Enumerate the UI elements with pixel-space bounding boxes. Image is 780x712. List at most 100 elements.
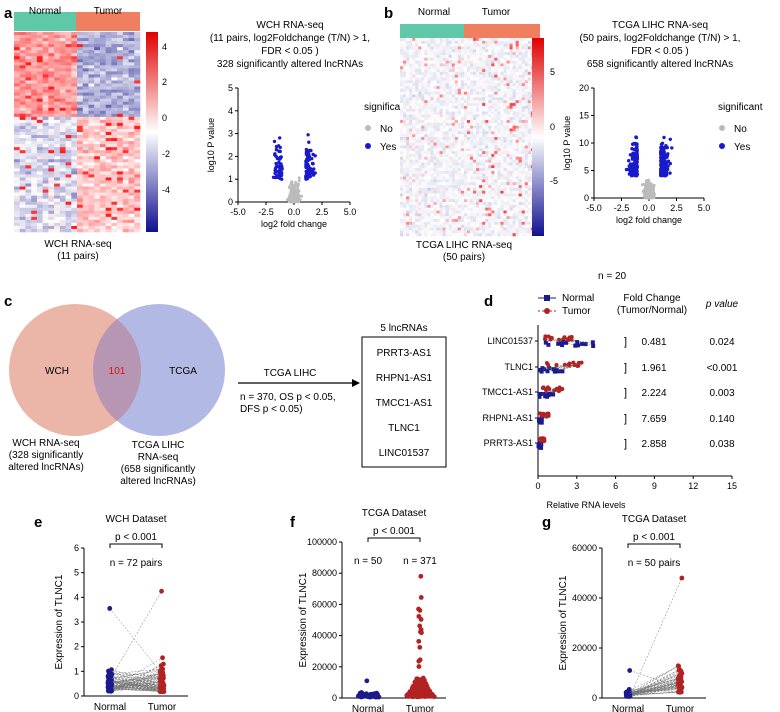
heatmap-cell <box>506 105 510 110</box>
heatmap-cell <box>406 91 410 95</box>
heatmap-cell <box>479 182 483 186</box>
heatmap-cell <box>457 80 462 84</box>
heatmap-cell <box>463 187 468 192</box>
heatmap-cell <box>415 46 419 50</box>
heatmap-cell <box>476 122 480 126</box>
heatmap-cell <box>65 159 72 163</box>
heatmap-cell <box>436 224 440 228</box>
heatmap-cell <box>42 183 49 187</box>
heatmap-cell <box>122 159 129 163</box>
heatmap-cell <box>403 137 407 141</box>
heatmap-cell <box>82 83 89 87</box>
heatmap-cell <box>509 54 513 59</box>
heatmap-cell <box>430 139 434 143</box>
heatmap-cell <box>424 187 428 192</box>
heatmap-cell <box>128 225 135 230</box>
heatmap-cell <box>457 94 462 98</box>
heatmap-cell <box>515 91 519 95</box>
heatmap-cell <box>418 134 422 138</box>
heatmap-cell <box>466 173 471 177</box>
heatmap-cell <box>515 224 519 228</box>
point-significant <box>305 173 309 177</box>
heatmap-cell <box>31 77 38 81</box>
heatmap-cell <box>497 137 501 141</box>
heatmap-cell <box>460 57 465 61</box>
heatmap-cell <box>427 63 431 67</box>
heatmap-cell <box>36 213 43 218</box>
heatmap-cell <box>48 86 55 90</box>
heatmap-cell <box>421 74 425 78</box>
heatmap-cell <box>430 199 434 203</box>
heatmap-cell <box>424 103 428 107</box>
heatmap-cell <box>71 38 78 42</box>
heatmap-cell <box>77 138 84 142</box>
heatmap-cell <box>424 111 428 115</box>
heatmap-cell <box>442 88 446 93</box>
heatmap-cell <box>42 216 49 221</box>
heatmap-cell <box>439 38 443 42</box>
heatmap-cell <box>479 179 483 183</box>
heatmap-cell <box>524 199 529 203</box>
heatmap-cell <box>65 119 72 124</box>
heatmap-cell <box>36 83 43 87</box>
heatmap-cell <box>479 168 483 172</box>
heatmap-cell <box>134 216 141 221</box>
heatmap-cell <box>71 165 78 169</box>
heatmap-cell <box>521 83 526 87</box>
heatmap-cell <box>418 63 422 67</box>
heatmap-cell <box>494 173 498 177</box>
heatmap-cell <box>94 192 101 196</box>
heatmap-cell <box>509 66 513 70</box>
heatmap-cell <box>409 219 413 223</box>
heatmap-cell <box>473 66 477 70</box>
heatmap-cell <box>518 139 523 143</box>
heatmap-cell <box>494 46 498 50</box>
heatmap-cell <box>122 186 129 190</box>
heatmap-cell <box>82 174 89 178</box>
heatmap-cell <box>463 80 468 84</box>
heatmap-cell <box>436 202 440 206</box>
heatmap-cell <box>71 101 78 106</box>
heatmap-cell <box>105 74 112 78</box>
heatmap-cell <box>439 43 443 47</box>
heatmap-cell <box>470 63 474 67</box>
heatmap-cell <box>59 95 66 99</box>
heatmap-cell <box>424 145 428 149</box>
heatmap-cell <box>454 151 459 155</box>
heatmap-cell <box>515 117 519 121</box>
heatmap-cell <box>105 177 112 181</box>
heatmap-cell <box>448 182 453 186</box>
heatmap-cell <box>445 151 449 155</box>
heatmap-cell <box>521 193 526 197</box>
heatmap-cell <box>482 151 486 155</box>
heatmap-cell <box>134 198 141 202</box>
heatmap-cell <box>518 49 523 53</box>
heatmap-cell <box>482 134 486 138</box>
heatmap-cell <box>521 145 526 149</box>
point-significant <box>308 167 313 171</box>
heatmap-cell <box>460 168 465 172</box>
heatmap-cell <box>117 201 124 206</box>
heatmap-cell <box>128 201 135 206</box>
heatmap-cell <box>77 71 84 75</box>
heatmap-cell <box>406 210 410 214</box>
heatmap-cell <box>479 38 483 42</box>
heatmap-cell <box>506 185 510 189</box>
heatmap-cell <box>512 43 516 47</box>
heatmap-cell <box>451 193 456 197</box>
heatmap-cell <box>117 135 124 139</box>
heatmap-cell <box>503 111 507 115</box>
heatmap-cell <box>54 165 61 169</box>
heatmap-cell <box>485 83 489 87</box>
heatmap-cell <box>54 150 61 154</box>
heatmap-cell <box>521 182 526 186</box>
heatmap-cell <box>427 117 431 121</box>
heatmap-cell <box>105 128 112 133</box>
heatmap-cell <box>82 113 89 118</box>
heatmap-cell <box>424 74 428 78</box>
heatmap-cell <box>427 185 431 189</box>
heatmap-cell <box>82 35 89 39</box>
heatmap-cell <box>88 122 95 127</box>
heatmap-cell <box>479 63 483 67</box>
